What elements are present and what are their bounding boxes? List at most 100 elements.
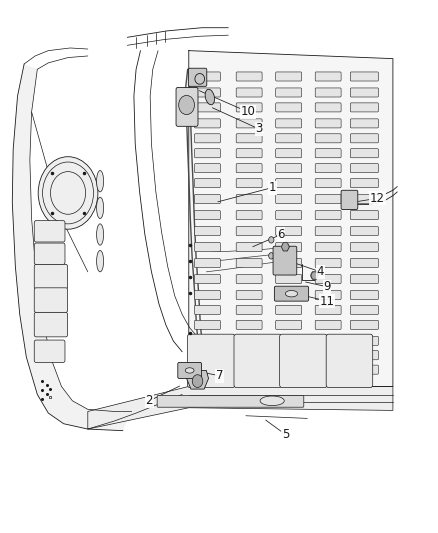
Ellipse shape <box>96 251 103 272</box>
FancyBboxPatch shape <box>275 227 301 236</box>
FancyBboxPatch shape <box>314 88 340 97</box>
Text: 11: 11 <box>319 295 334 308</box>
Polygon shape <box>12 64 131 431</box>
FancyBboxPatch shape <box>236 211 261 220</box>
FancyBboxPatch shape <box>236 88 261 97</box>
Polygon shape <box>88 386 392 429</box>
Text: 7: 7 <box>215 369 223 382</box>
FancyBboxPatch shape <box>194 149 220 158</box>
Text: 6: 6 <box>276 228 284 241</box>
Circle shape <box>38 157 98 229</box>
FancyBboxPatch shape <box>194 164 220 173</box>
FancyBboxPatch shape <box>194 351 220 360</box>
FancyBboxPatch shape <box>314 290 340 300</box>
FancyBboxPatch shape <box>350 179 378 188</box>
FancyBboxPatch shape <box>274 286 308 301</box>
FancyBboxPatch shape <box>314 103 340 112</box>
Ellipse shape <box>205 89 214 105</box>
FancyBboxPatch shape <box>314 336 340 345</box>
FancyBboxPatch shape <box>236 274 261 284</box>
FancyBboxPatch shape <box>275 243 301 252</box>
Text: 3: 3 <box>255 123 262 135</box>
FancyBboxPatch shape <box>236 259 261 268</box>
FancyBboxPatch shape <box>187 334 234 387</box>
FancyBboxPatch shape <box>314 305 340 314</box>
FancyBboxPatch shape <box>233 334 281 387</box>
Text: 5: 5 <box>281 428 288 441</box>
Circle shape <box>178 95 194 115</box>
FancyBboxPatch shape <box>350 259 378 268</box>
FancyBboxPatch shape <box>177 362 201 378</box>
FancyBboxPatch shape <box>34 312 67 337</box>
FancyBboxPatch shape <box>34 221 65 242</box>
FancyBboxPatch shape <box>275 211 301 220</box>
FancyBboxPatch shape <box>34 243 65 264</box>
FancyBboxPatch shape <box>236 195 261 204</box>
FancyBboxPatch shape <box>314 211 340 220</box>
FancyBboxPatch shape <box>34 288 67 312</box>
FancyBboxPatch shape <box>236 164 261 173</box>
FancyBboxPatch shape <box>350 365 378 374</box>
FancyBboxPatch shape <box>275 305 301 314</box>
FancyBboxPatch shape <box>314 179 340 188</box>
FancyBboxPatch shape <box>157 395 303 407</box>
Text: 9: 9 <box>322 280 330 293</box>
FancyBboxPatch shape <box>194 227 220 236</box>
FancyBboxPatch shape <box>350 211 378 220</box>
FancyBboxPatch shape <box>314 320 340 329</box>
Polygon shape <box>186 370 208 389</box>
FancyBboxPatch shape <box>236 305 261 314</box>
Text: 1: 1 <box>268 181 276 194</box>
FancyBboxPatch shape <box>314 243 340 252</box>
FancyBboxPatch shape <box>194 211 220 220</box>
FancyBboxPatch shape <box>275 274 301 284</box>
Circle shape <box>192 375 202 387</box>
FancyBboxPatch shape <box>314 134 340 143</box>
FancyBboxPatch shape <box>350 88 378 97</box>
FancyBboxPatch shape <box>194 103 220 112</box>
FancyBboxPatch shape <box>314 164 340 173</box>
FancyBboxPatch shape <box>236 336 261 345</box>
FancyBboxPatch shape <box>194 195 220 204</box>
FancyBboxPatch shape <box>340 190 357 209</box>
Ellipse shape <box>285 290 297 297</box>
FancyBboxPatch shape <box>236 351 261 360</box>
FancyBboxPatch shape <box>350 164 378 173</box>
FancyBboxPatch shape <box>236 103 261 112</box>
FancyBboxPatch shape <box>314 119 340 128</box>
Circle shape <box>268 237 273 243</box>
FancyBboxPatch shape <box>236 243 261 252</box>
FancyBboxPatch shape <box>194 336 220 345</box>
FancyBboxPatch shape <box>314 195 340 204</box>
Text: 10: 10 <box>240 106 255 118</box>
FancyBboxPatch shape <box>194 320 220 329</box>
FancyBboxPatch shape <box>194 119 220 128</box>
FancyBboxPatch shape <box>275 72 301 81</box>
FancyBboxPatch shape <box>194 259 220 268</box>
FancyBboxPatch shape <box>275 351 301 360</box>
FancyBboxPatch shape <box>350 149 378 158</box>
FancyBboxPatch shape <box>350 320 378 329</box>
FancyBboxPatch shape <box>236 134 261 143</box>
FancyBboxPatch shape <box>236 179 261 188</box>
FancyBboxPatch shape <box>236 72 261 81</box>
FancyBboxPatch shape <box>275 336 301 345</box>
FancyBboxPatch shape <box>176 87 198 126</box>
FancyBboxPatch shape <box>350 305 378 314</box>
FancyBboxPatch shape <box>34 264 67 289</box>
Ellipse shape <box>185 368 194 373</box>
FancyBboxPatch shape <box>275 195 301 204</box>
FancyBboxPatch shape <box>314 259 340 268</box>
FancyBboxPatch shape <box>194 72 220 81</box>
FancyBboxPatch shape <box>236 119 261 128</box>
FancyBboxPatch shape <box>236 365 261 374</box>
Text: 2: 2 <box>145 394 153 407</box>
FancyBboxPatch shape <box>272 246 296 275</box>
FancyBboxPatch shape <box>314 351 340 360</box>
FancyBboxPatch shape <box>350 103 378 112</box>
FancyBboxPatch shape <box>275 134 301 143</box>
FancyBboxPatch shape <box>194 88 220 97</box>
FancyBboxPatch shape <box>236 149 261 158</box>
Polygon shape <box>188 51 392 386</box>
FancyBboxPatch shape <box>194 179 220 188</box>
